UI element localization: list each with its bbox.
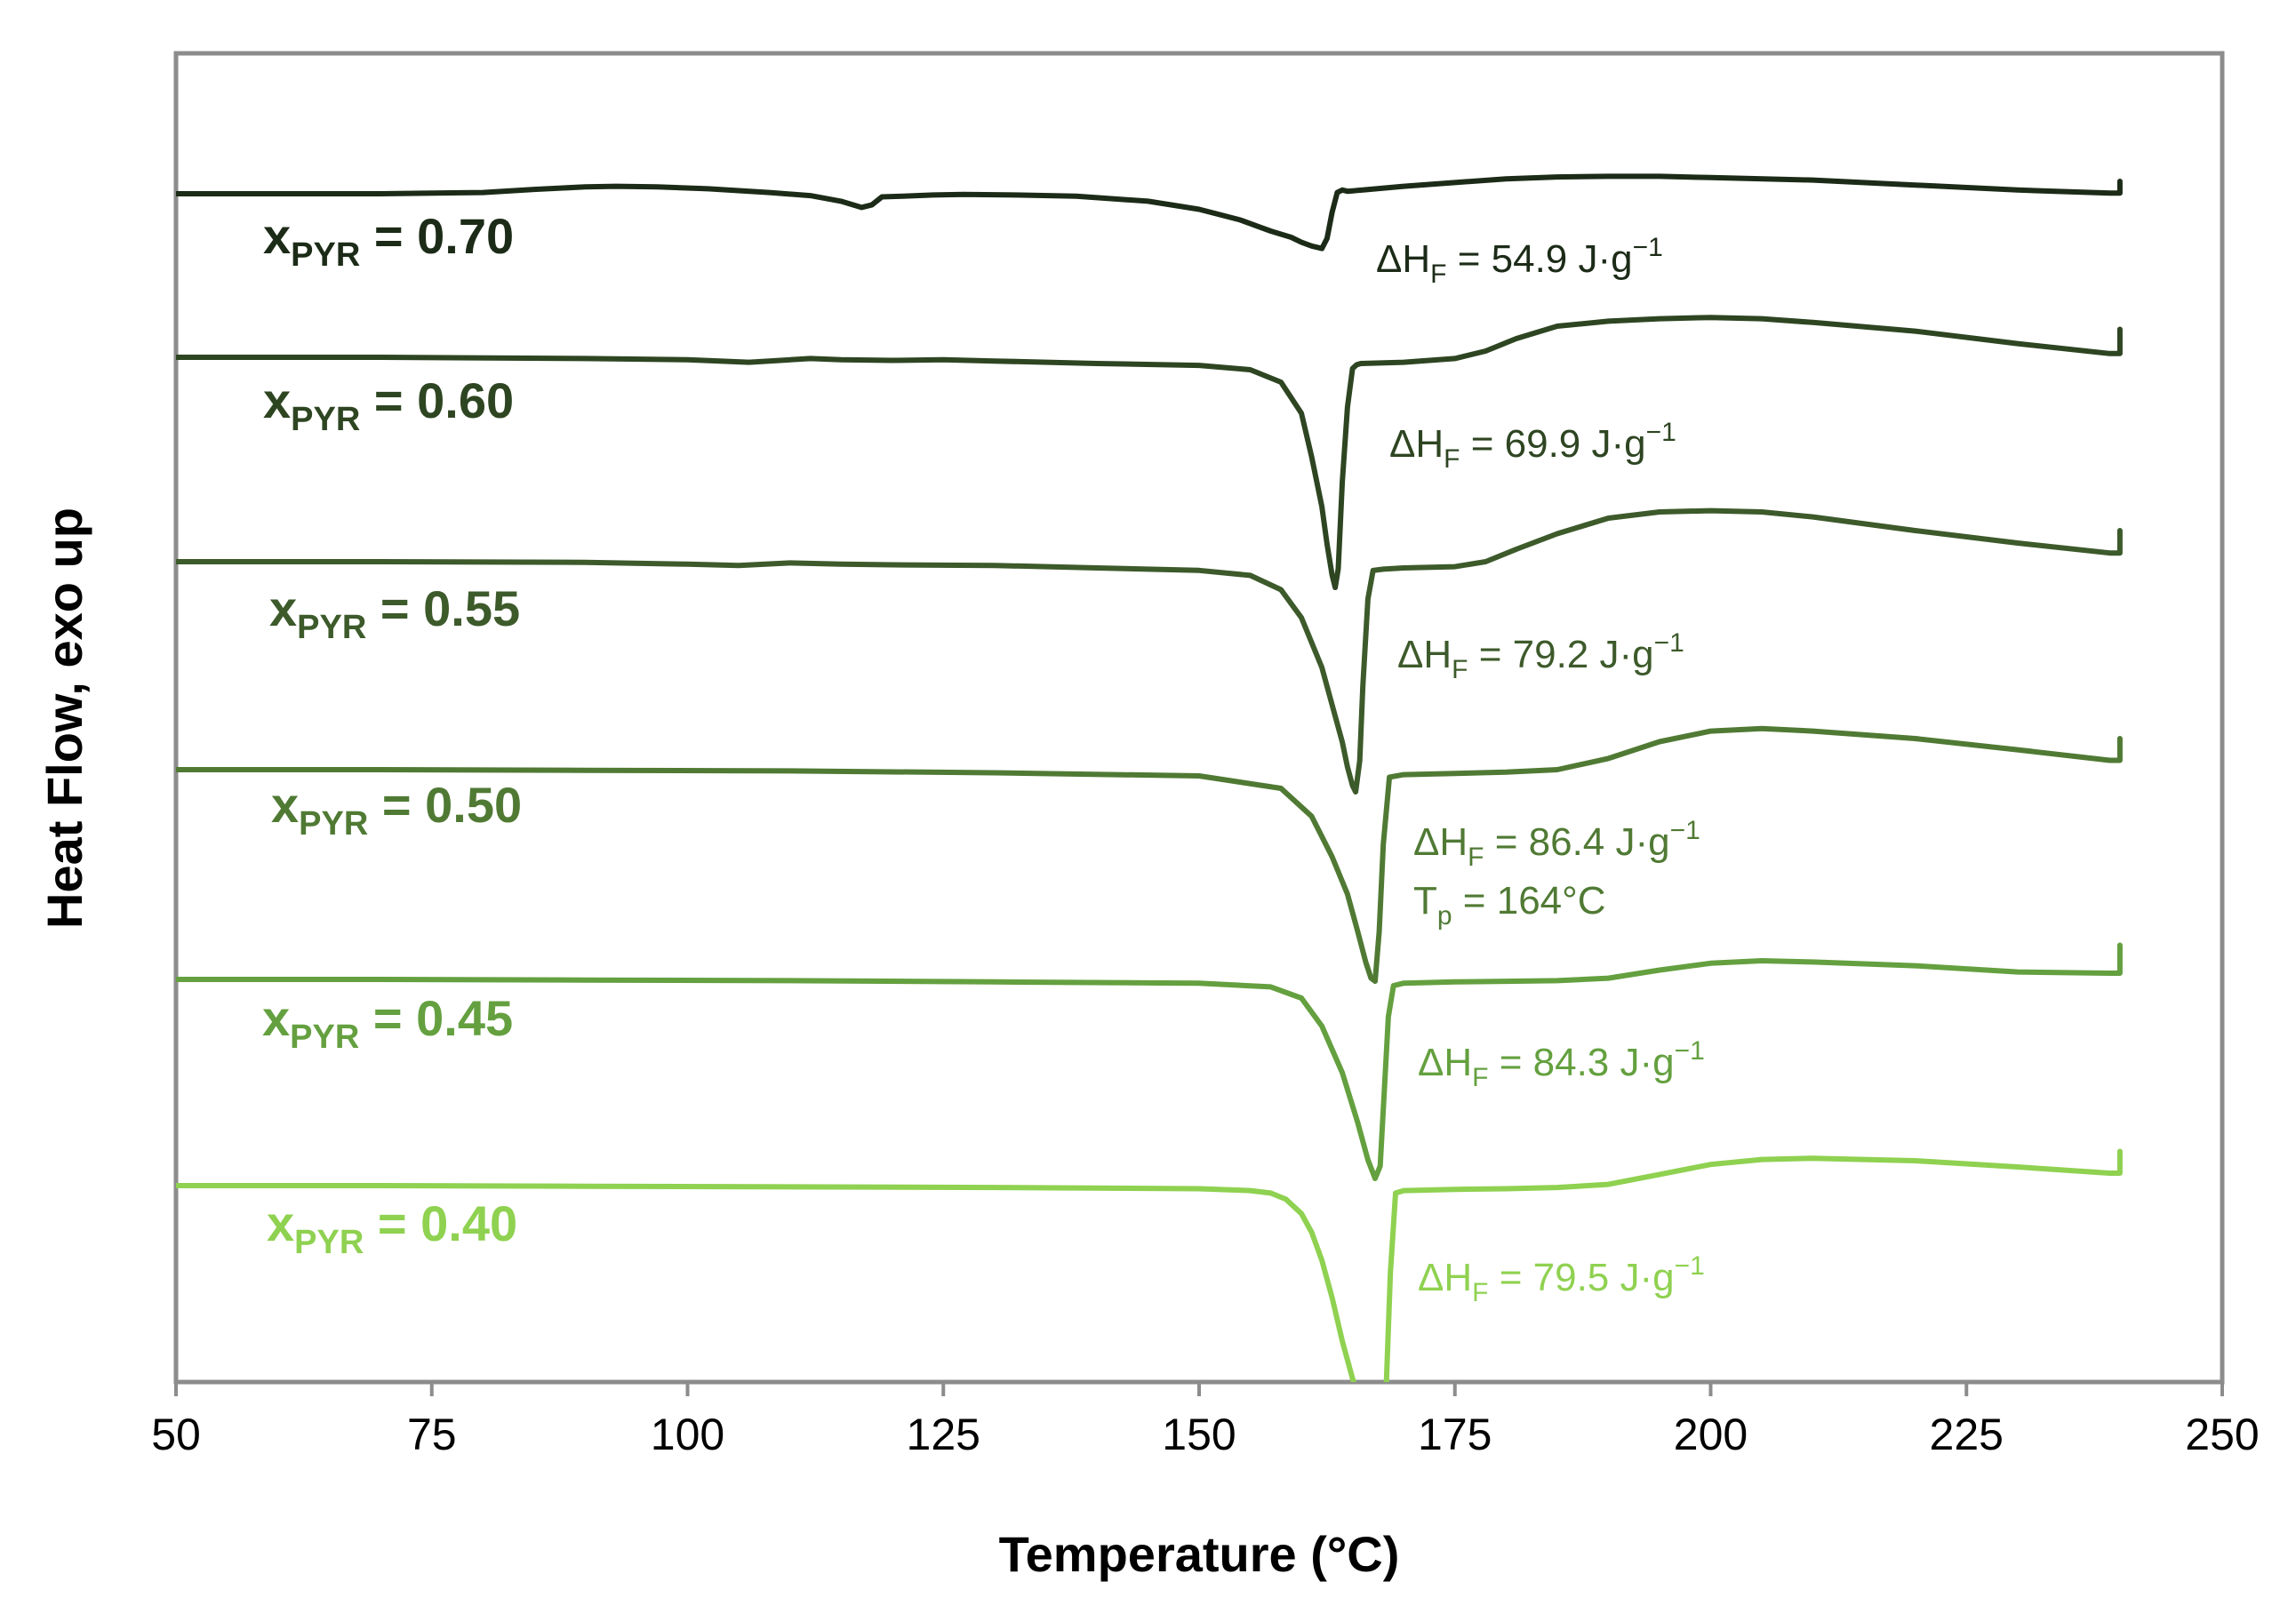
label-layer: xPYR = 0.70 ΔHF = 54.9 J·g−1 xPYR = 0.60 ΔH… bbox=[262, 208, 1705, 1307]
x-tick-label: 50 bbox=[151, 1410, 201, 1459]
series-label: xPYR = 0.55 bbox=[269, 580, 520, 646]
x-tick-label: 250 bbox=[2185, 1410, 2259, 1459]
series-layer bbox=[176, 173, 2123, 1382]
x-axis-title: Temperature (°C) bbox=[999, 1526, 1400, 1582]
x-tick-label: 75 bbox=[407, 1410, 457, 1459]
x-tick-label: 125 bbox=[907, 1410, 980, 1459]
series-line bbox=[176, 173, 2123, 252]
peak-temperature-annotation: Tp = 164°C bbox=[1413, 879, 1606, 931]
series-line bbox=[176, 1148, 2123, 1382]
enthalpy-annotation: ΔHF = 84.3 J·g−1 bbox=[1418, 1036, 1705, 1092]
series-line bbox=[176, 942, 2123, 1181]
series-label: xPYR = 0.40 bbox=[267, 1195, 517, 1261]
x-tick-label: 175 bbox=[1418, 1410, 1492, 1459]
series-label: xPYR = 0.70 bbox=[263, 208, 514, 274]
series-label: xPYR = 0.45 bbox=[262, 990, 513, 1056]
enthalpy-annotation: ΔHF = 54.9 J·g−1 bbox=[1376, 233, 1663, 289]
series-line bbox=[176, 507, 2123, 795]
enthalpy-annotation: ΔHF = 79.5 J·g−1 bbox=[1418, 1251, 1705, 1307]
series-line bbox=[176, 315, 2123, 590]
x-tick-label: 100 bbox=[651, 1410, 724, 1459]
series-line bbox=[176, 725, 2123, 984]
x-tick-label: 225 bbox=[1930, 1410, 2004, 1459]
x-tick-label: 150 bbox=[1162, 1410, 1236, 1459]
enthalpy-annotation: ΔHF = 86.4 J·g−1 bbox=[1413, 816, 1700, 872]
enthalpy-annotation: ΔHF = 69.9 J·g−1 bbox=[1389, 418, 1676, 474]
y-axis-title: Heat Flow, exo up bbox=[36, 507, 92, 929]
series-label: xPYR = 0.50 bbox=[271, 777, 522, 843]
x-axis: 50 75 100 125 150 175 200 225 250 bbox=[151, 1382, 2260, 1459]
enthalpy-annotation: ΔHF = 79.2 J·g−1 bbox=[1397, 628, 1684, 684]
series-label: xPYR = 0.60 bbox=[263, 372, 514, 438]
x-tick-label: 200 bbox=[1674, 1410, 1748, 1459]
